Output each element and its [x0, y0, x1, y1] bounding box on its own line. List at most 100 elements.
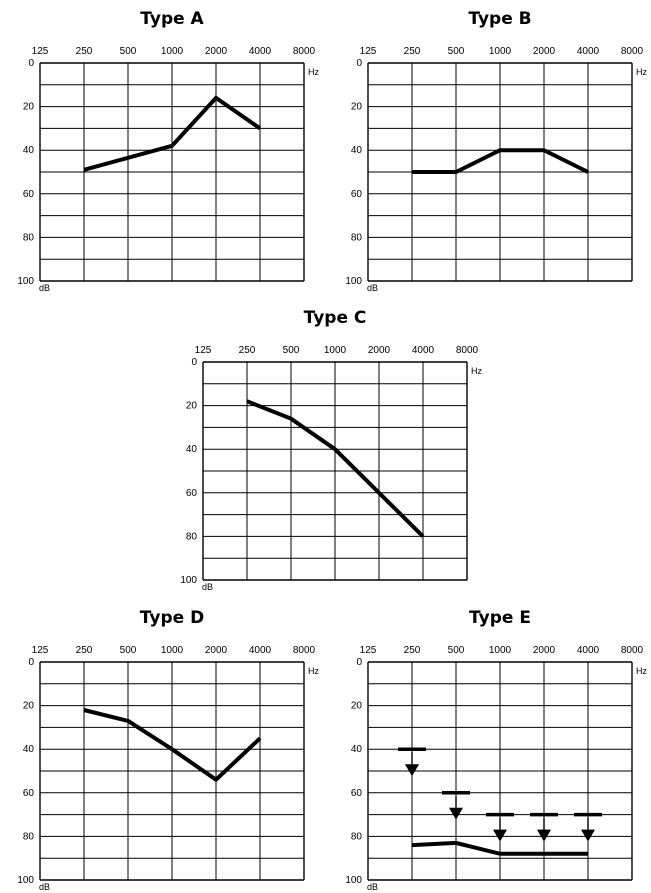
y-tick-label: 0: [28, 58, 34, 69]
y-unit-label: dB: [367, 882, 378, 892]
no-response-arrow-head: [449, 807, 463, 820]
x-tick-label: 250: [404, 46, 421, 57]
x-tick-label: 4000: [249, 46, 272, 57]
chart-title: Type C: [304, 308, 367, 328]
y-tick-label: 40: [23, 145, 35, 156]
y-tick-label: 40: [23, 744, 35, 755]
y-tick-label: 20: [351, 701, 363, 712]
x-tick-label: 1000: [489, 46, 512, 57]
x-tick-label: 2000: [205, 46, 228, 57]
chart-title: Type E: [469, 608, 531, 628]
x-unit-label: Hz: [308, 666, 319, 676]
x-tick-label: 500: [120, 46, 137, 57]
y-tick-label: 100: [180, 575, 197, 586]
x-tick-label: 8000: [621, 645, 644, 656]
audiogram-type-c: Type C 125 250 500 1000 2000 4000 8000 Hz 0 20 40 60…: [165, 303, 495, 593]
x-tick-label: 500: [448, 46, 465, 57]
y-tick-label: 80: [351, 232, 363, 243]
y-tick-label: 60: [23, 788, 35, 799]
x-tick-label: 4000: [412, 345, 435, 356]
x-tick-label: 125: [32, 46, 49, 57]
chart-title: Type D: [140, 608, 204, 628]
no-response-arrow-head: [493, 829, 507, 842]
y-tick-label: 0: [191, 357, 197, 368]
x-tick-label: 1000: [161, 46, 184, 57]
y-unit-label: dB: [39, 283, 50, 293]
series-line: [83, 708, 262, 783]
series-line: [83, 95, 262, 172]
y-tick-label: 80: [351, 831, 363, 842]
y-tick-label: 20: [351, 102, 363, 113]
no-response-arrow-head: [405, 764, 419, 777]
x-tick-label: 250: [76, 46, 93, 57]
no-response-arrow-head: [581, 829, 595, 842]
audiogram-type-b: Type B 125 250 500 1000 2000 4000 8000 Hz 0 20 40 60…: [330, 4, 651, 294]
x-tick-label: 8000: [293, 46, 316, 57]
chart-title: Type A: [140, 9, 204, 29]
y-tick-label: 100: [345, 875, 362, 886]
y-tick-label: 40: [351, 145, 363, 156]
audiogram-type-e: Type E 125 250 500 1000 2000 4000 8000 Hz 0 20 40 60…: [330, 603, 651, 893]
x-tick-label: 500: [448, 645, 465, 656]
x-tick-label: 2000: [368, 345, 391, 356]
y-tick-label: 60: [351, 788, 363, 799]
series-line: [412, 148, 589, 174]
chart-title: Type B: [468, 9, 531, 29]
chart-svg: Type B 125 250 500 1000 2000 4000 8000 Hz 0 20 40 60…: [345, 9, 647, 293]
y-tick-label: 80: [23, 831, 35, 842]
y-tick-label: 100: [17, 276, 34, 287]
chart-svg: Type E 125 250 500 1000 2000 4000 8000 Hz 0 20 40 60…: [345, 608, 647, 892]
y-tick-label: 60: [23, 189, 35, 200]
x-tick-label: 250: [239, 345, 256, 356]
chart-svg: Type C 125 250 500 1000 2000 4000 8000 Hz 0 20 40 60…: [180, 308, 482, 592]
x-tick-label: 250: [76, 645, 93, 656]
y-tick-label: 0: [28, 657, 34, 668]
x-unit-label: Hz: [308, 67, 319, 77]
x-tick-label: 8000: [621, 46, 644, 57]
x-unit-label: Hz: [471, 366, 482, 376]
x-tick-label: 500: [120, 645, 137, 656]
y-tick-label: 40: [186, 444, 198, 455]
x-tick-label: 250: [404, 645, 421, 656]
x-tick-label: 2000: [533, 645, 556, 656]
x-tick-label: 8000: [456, 345, 479, 356]
x-tick-label: 1000: [161, 645, 184, 656]
y-unit-label: dB: [39, 882, 50, 892]
y-tick-label: 100: [17, 875, 34, 886]
y-tick-label: 0: [356, 657, 362, 668]
y-tick-label: 60: [186, 488, 198, 499]
x-tick-label: 1000: [324, 345, 347, 356]
y-tick-label: 80: [186, 531, 198, 542]
y-unit-label: dB: [367, 283, 378, 293]
x-tick-label: 125: [360, 645, 377, 656]
x-tick-label: 1000: [489, 645, 512, 656]
x-tick-label: 8000: [293, 645, 316, 656]
x-tick-label: 2000: [533, 46, 556, 57]
x-tick-label: 2000: [205, 645, 228, 656]
y-tick-label: 60: [351, 189, 363, 200]
series-line: [246, 399, 425, 538]
chart-svg: Type A 125 250 500 1000 2000 4000 8000 Hz 0 20 40 60…: [17, 9, 319, 293]
y-tick-label: 100: [345, 276, 362, 287]
series-line: [411, 840, 588, 856]
x-tick-label: 125: [32, 645, 49, 656]
no-response-arrow-head: [537, 829, 551, 842]
x-unit-label: Hz: [636, 67, 647, 77]
y-tick-label: 40: [351, 744, 363, 755]
x-tick-label: 4000: [577, 645, 600, 656]
x-tick-label: 4000: [249, 645, 272, 656]
y-tick-label: 20: [23, 102, 35, 113]
y-tick-label: 80: [23, 232, 35, 243]
audiogram-type-d: Type D 125 250 500 1000 2000 4000 8000 Hz 0 20 40 60…: [2, 603, 332, 893]
chart-svg: Type D 125 250 500 1000 2000 4000 8000 Hz 0 20 40 60…: [17, 608, 319, 892]
x-tick-label: 125: [195, 345, 212, 356]
x-tick-label: 500: [283, 345, 300, 356]
y-tick-label: 20: [23, 701, 35, 712]
x-tick-label: 125: [360, 46, 377, 57]
y-unit-label: dB: [202, 582, 213, 592]
y-tick-label: 20: [186, 401, 198, 412]
audiogram-type-a: Type A 125 250 500 1000 2000 4000 8000 Hz 0 20 40 60…: [2, 4, 332, 294]
y-tick-label: 0: [356, 58, 362, 69]
x-tick-label: 4000: [577, 46, 600, 57]
x-unit-label: Hz: [636, 666, 647, 676]
